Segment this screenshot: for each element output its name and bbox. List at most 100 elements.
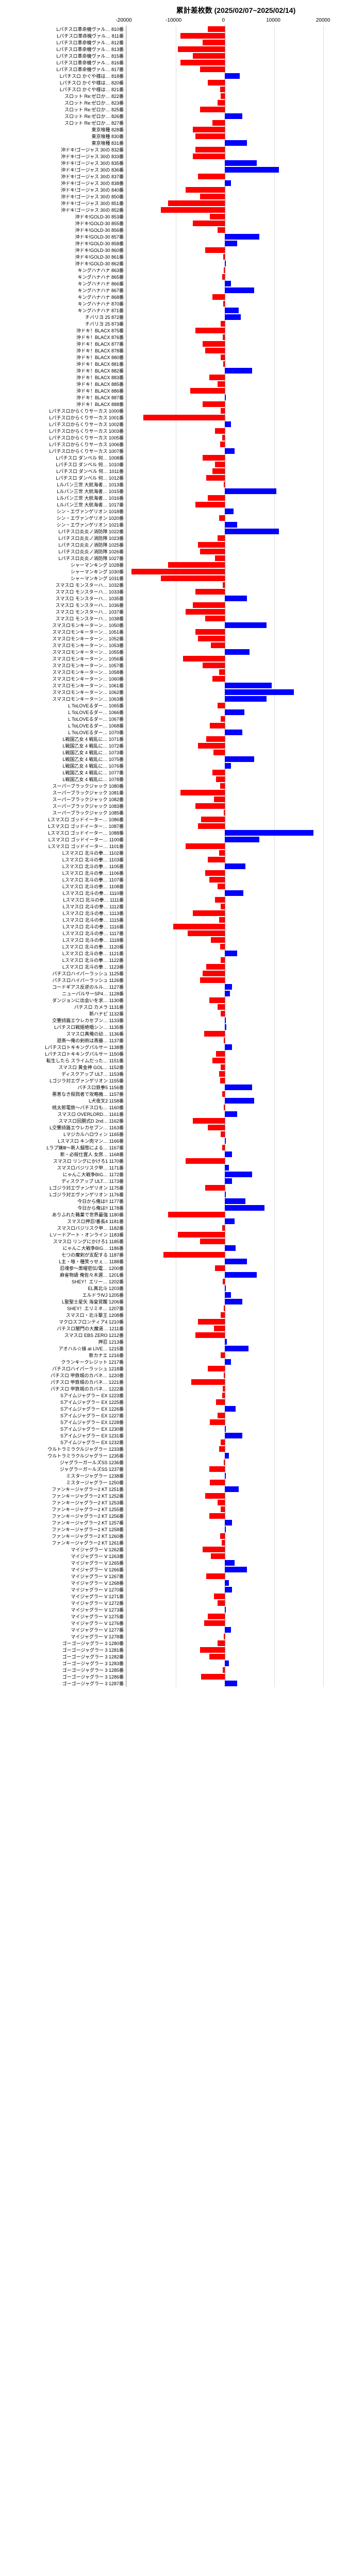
bar	[205, 616, 225, 621]
bar-cell	[126, 923, 348, 930]
bar-cell	[126, 1633, 348, 1640]
bar-row: パチスロ鉄拳5 1156番	[10, 1084, 348, 1091]
bar-cell	[126, 1399, 348, 1405]
row-label: Lパチスロからくりサーカス 1006番	[10, 441, 126, 448]
row-label: Lスマスロ 北斗の拳… 1106番	[10, 870, 126, 876]
bar	[195, 133, 225, 139]
bar-cell	[126, 180, 348, 187]
row-label: スマスロ モンスターハ… 1038番	[10, 615, 126, 622]
bar-cell	[126, 602, 348, 608]
bar-cell	[126, 1647, 348, 1653]
bar	[225, 1151, 232, 1157]
bar-cell	[126, 126, 348, 133]
bar-row: シャーマンキング 1028番	[10, 562, 348, 568]
bar	[219, 669, 225, 675]
bar	[225, 863, 245, 869]
bar-cell	[126, 722, 348, 729]
row-label: L ToLOVEるダー… 1067番	[10, 716, 126, 722]
row-label: Lパチスロからくりサーカス 1002番	[10, 421, 126, 428]
bar	[200, 977, 225, 983]
row-label: 遊斎～俺の剣術は斎藤… 1137番	[10, 1037, 126, 1044]
bar-cell	[126, 1037, 348, 1044]
row-label: パチスロハイパーラッシュ 1218番	[10, 1365, 126, 1372]
row-label: Sアイムジャグラー EX 1225番	[10, 1399, 126, 1405]
row-label: スーパーブラックジャック 1085番	[10, 809, 126, 816]
bar-row: 沖ドキ!GOLD-30 853番	[10, 213, 348, 220]
row-label: Lスマスロ 北斗の拳… 1110番	[10, 890, 126, 896]
bar	[224, 1306, 225, 1311]
bar-cell	[126, 856, 348, 863]
bar	[180, 790, 225, 795]
bar-row: Lパチスロからくりサーカス 1001番	[10, 414, 348, 421]
bar-cell	[126, 1004, 348, 1010]
row-label: Lスマスロ ゴッドイーター… 1086番	[10, 816, 126, 823]
bar-cell	[126, 1526, 348, 1533]
bar-cell	[126, 240, 348, 247]
bar-row: ファンキージャグラー2 KT 1252番	[10, 1493, 348, 1499]
bar	[210, 214, 225, 219]
bar-row: キングハナハナ 871番	[10, 307, 348, 314]
row-label: L ToLOVEるダー… 1070番	[10, 729, 126, 736]
bar-cell	[126, 769, 348, 776]
row-label: Lパチスロ炎炎ノ消防隊 1026番	[10, 548, 126, 555]
row-label: 東京喰種 828番	[10, 126, 126, 133]
bar	[203, 663, 225, 668]
row-label: アオハル☆操 at LIVE… 1215番	[10, 1345, 126, 1352]
bar	[225, 596, 247, 601]
bar-row: Lパチスロ革命機ヴァル… 811番	[10, 32, 348, 39]
bar-row: Sアイムジャグラー EX 1227番	[10, 1412, 348, 1419]
row-label: ジャグラーガールズSS 1236番	[10, 1459, 126, 1466]
row-label: スマスロモンキーターン… 1057番	[10, 662, 126, 669]
bar	[214, 1594, 225, 1599]
bar	[200, 194, 225, 199]
row-label: スーパーブラックジャック 1083番	[10, 803, 126, 809]
bar-row: ジャグラーガールズSS 1237番	[10, 1466, 348, 1472]
row-label: Lスマスロ キン肉マン… 1166番	[10, 1138, 126, 1144]
row-label: Lパチスロ かぐや様は… 821番	[10, 86, 126, 93]
row-label: クランキークレジット 1217番	[10, 1359, 126, 1365]
row-label: スマスロモンキーターン… 1050番	[10, 622, 126, 629]
row-label: にゃんこ大戦争BIG… 1186番	[10, 1245, 126, 1251]
bar-cell	[126, 950, 348, 957]
bar-row: Lパチスロ かぐや様は… 821番	[10, 86, 348, 93]
row-label: SHEY！エリー… 1202番	[10, 1278, 126, 1285]
bar-row: Lスマスロ 北斗の拳… 1108番	[10, 883, 348, 890]
bar-row: チバリヨ 25 872番	[10, 314, 348, 320]
plot-area: Lパチスロ革命機ヴァル… 810番Lパチスロ革命機ヴァル… 811番Lパチスロ革…	[10, 26, 348, 1687]
bar	[173, 924, 225, 929]
bar	[223, 361, 225, 367]
bar-row: スマスロモンキーターン… 1056番	[10, 655, 348, 662]
bar-cell	[126, 615, 348, 622]
row-label: Lスマスロ 北斗の拳… 1115番	[10, 917, 126, 923]
bar	[225, 837, 259, 842]
bar-row: アオハル☆操 at LIVE… 1215番	[10, 1345, 348, 1352]
chart-title: 累計差枚数 (2025/02/07~2025/02/14)	[10, 5, 348, 15]
bar-cell	[126, 850, 348, 856]
row-label: 沖ドキ!GOLD-30 853番	[10, 213, 126, 220]
row-label: Lスマスロ ゴッドイーター… 1088番	[10, 829, 126, 836]
bar	[225, 951, 237, 956]
bar	[225, 991, 230, 996]
bar	[224, 810, 225, 816]
row-label: Lゴジラ対エヴァンゲリオン 1175番	[10, 1184, 126, 1191]
bar-row: 麻雀物語 俺佐々木選… 1201番	[10, 1272, 348, 1278]
bar	[224, 482, 225, 487]
bar-row: 沖ドキ！BLACX 888番	[10, 401, 348, 408]
bar-row: スマスロ 黄金神 GOL… 1152番	[10, 1064, 348, 1071]
row-label: スマスロ EBS ZERO 1212番	[10, 1332, 126, 1338]
bar-row: Lパチスロ革命機ヴァル… 810番	[10, 26, 348, 32]
bar	[224, 1372, 225, 1378]
bar	[223, 334, 225, 340]
bar	[225, 261, 226, 266]
bar-row: にゃんこ大戦争BIG… 1172番	[10, 1171, 348, 1178]
bar-cell	[126, 675, 348, 682]
bar-row: 沖ドキ!ゴージャス 30の 852番	[10, 207, 348, 213]
row-label: ニューパルサーSP4… 1128番	[10, 990, 126, 997]
bar	[225, 1520, 232, 1526]
bar-cell	[126, 655, 348, 662]
bar-cell	[126, 1312, 348, 1318]
bar-cell	[126, 629, 348, 635]
row-label: ファンキージャグラー2 KT 1261番	[10, 1539, 126, 1546]
bar	[225, 509, 234, 514]
bar-cell	[126, 890, 348, 896]
